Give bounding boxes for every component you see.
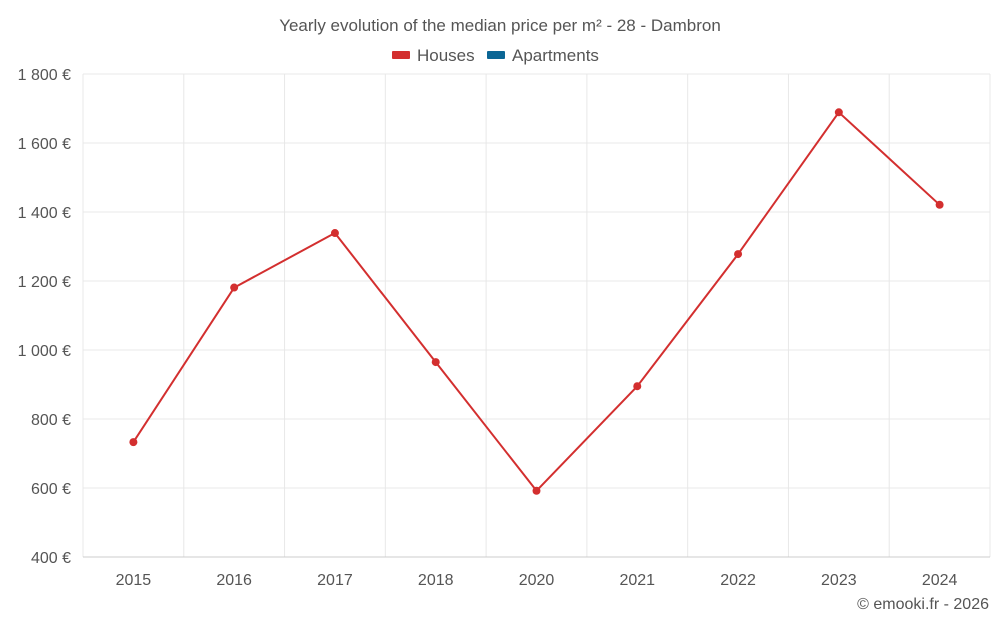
legend-swatch-apartments <box>487 51 505 59</box>
data-point-houses-2020[interactable] <box>532 486 541 495</box>
legend-label-apartments: Apartments <box>512 46 599 65</box>
x-tick-label: 2015 <box>116 572 152 589</box>
y-tick-label: 800 € <box>31 412 71 429</box>
y-tick-label: 1 400 € <box>18 205 71 222</box>
data-point-houses-2022[interactable] <box>734 250 743 259</box>
legend-item-apartments[interactable]: Apartments <box>487 46 599 65</box>
series <box>129 108 944 495</box>
data-point-houses-2023[interactable] <box>834 108 843 117</box>
y-tick-label: 1 600 € <box>18 136 71 153</box>
series-line-houses <box>132 111 941 492</box>
x-tick-label: 2017 <box>317 572 353 589</box>
legend-item-houses[interactable]: Houses <box>392 46 475 65</box>
x-tick-label: 2023 <box>821 572 857 589</box>
grid <box>82 73 991 557</box>
x-tick-label: 2018 <box>418 572 454 589</box>
legend-label-houses: Houses <box>417 46 475 65</box>
y-tick-label: 1 000 € <box>18 343 71 360</box>
x-tick-label: 2022 <box>720 572 756 589</box>
y-tick-label: 400 € <box>31 550 71 567</box>
data-point-houses-2024[interactable] <box>935 200 944 209</box>
credit-text: © emooki.fr - 2026 <box>857 596 989 613</box>
x-tick-label: 2020 <box>519 572 555 589</box>
legend: Houses Apartments <box>392 46 599 65</box>
y-tick-label: 1 200 € <box>18 274 71 291</box>
data-point-houses-2016[interactable] <box>230 283 239 292</box>
y-tick-label: 600 € <box>31 481 71 498</box>
y-tick-label: 1 800 € <box>18 67 71 84</box>
chart-title: Yearly evolution of the median price per… <box>279 16 721 35</box>
x-tick-label: 2024 <box>922 572 958 589</box>
data-point-houses-2021[interactable] <box>633 382 642 391</box>
legend-swatch-houses <box>392 51 410 59</box>
x-tick-label: 2021 <box>619 572 655 589</box>
data-point-houses-2015[interactable] <box>129 438 138 447</box>
data-point-houses-2017[interactable] <box>330 229 339 238</box>
x-tick-label: 2016 <box>216 572 252 589</box>
axes: 400 € 600 € 800 € 1 000 € 1 200 € 1 400 € 1 60… <box>18 67 990 589</box>
data-point-houses-2018[interactable] <box>431 358 440 367</box>
